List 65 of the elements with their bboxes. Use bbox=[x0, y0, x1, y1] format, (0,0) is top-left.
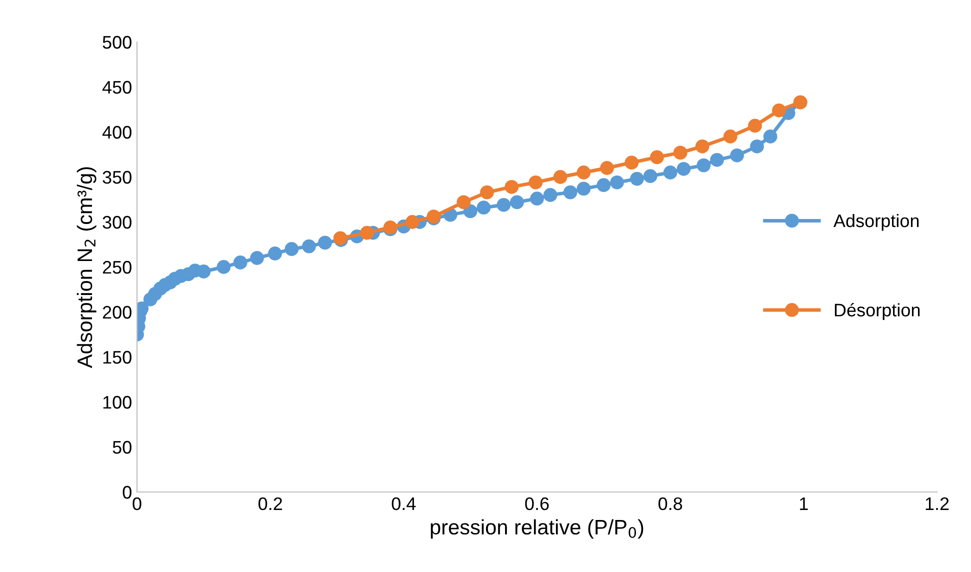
y-tick-label: 100 bbox=[103, 396, 132, 409]
point bbox=[480, 185, 494, 200]
point bbox=[216, 260, 231, 274]
point bbox=[504, 180, 519, 194]
point bbox=[772, 103, 786, 118]
point bbox=[268, 246, 282, 260]
y-tick-label: 400 bbox=[102, 126, 132, 139]
x-tick-label: 0 bbox=[132, 497, 142, 510]
point bbox=[576, 166, 591, 180]
y-tick-label: 300 bbox=[102, 216, 132, 229]
point bbox=[576, 182, 591, 196]
x-tick-label: 0.2 bbox=[258, 497, 282, 510]
point bbox=[650, 150, 664, 164]
y-tick-label: 200 bbox=[102, 306, 132, 319]
point bbox=[284, 242, 299, 256]
point bbox=[695, 139, 710, 154]
point bbox=[630, 172, 644, 186]
point bbox=[748, 118, 762, 133]
point bbox=[763, 130, 778, 144]
point bbox=[624, 156, 639, 170]
point bbox=[643, 169, 658, 184]
x-tick-label: 0.8 bbox=[658, 497, 682, 510]
point bbox=[663, 166, 678, 180]
point bbox=[530, 192, 544, 206]
point bbox=[563, 185, 578, 200]
x-tick-label: 1 bbox=[800, 498, 808, 510]
point bbox=[710, 152, 724, 167]
point bbox=[696, 158, 711, 172]
point bbox=[553, 170, 568, 184]
point bbox=[723, 130, 738, 144]
point bbox=[730, 148, 744, 162]
point bbox=[750, 139, 764, 154]
point bbox=[405, 215, 420, 229]
legend-label: Désorption bbox=[834, 303, 920, 320]
point bbox=[476, 200, 491, 215]
x-tick-label: 0.4 bbox=[392, 497, 416, 510]
point bbox=[596, 178, 611, 192]
point bbox=[510, 195, 524, 210]
y-tick-label: 350 bbox=[102, 170, 132, 184]
legend-label: Adsorption bbox=[833, 214, 919, 231]
point bbox=[318, 236, 332, 250]
point bbox=[463, 204, 478, 218]
point bbox=[543, 188, 558, 202]
y-tick-label: 250 bbox=[102, 260, 132, 274]
y-tick-label: 450 bbox=[102, 80, 132, 94]
point bbox=[528, 175, 543, 190]
point bbox=[250, 251, 264, 265]
point bbox=[233, 256, 248, 270]
point bbox=[196, 264, 211, 278]
point bbox=[610, 175, 624, 190]
y-tick-label: 0 bbox=[122, 486, 132, 499]
y-tick-label: 150 bbox=[103, 350, 132, 364]
point bbox=[496, 198, 511, 212]
y-tick-label: 500 bbox=[102, 36, 132, 49]
point bbox=[360, 226, 374, 240]
x-tick-label: 0.6 bbox=[525, 497, 549, 510]
point bbox=[673, 146, 688, 160]
x-axis-title: pression relative (P/P$_{0}$) bbox=[430, 519, 644, 539]
point bbox=[456, 195, 471, 210]
point bbox=[676, 162, 691, 176]
point bbox=[600, 161, 614, 175]
x-tick-label: 1.2 bbox=[926, 497, 949, 510]
point bbox=[302, 239, 316, 254]
y-tick-label: 50 bbox=[112, 440, 132, 454]
y-axis-title: Adsorption N$_{2}$ (cm³/g) bbox=[76, 167, 96, 368]
